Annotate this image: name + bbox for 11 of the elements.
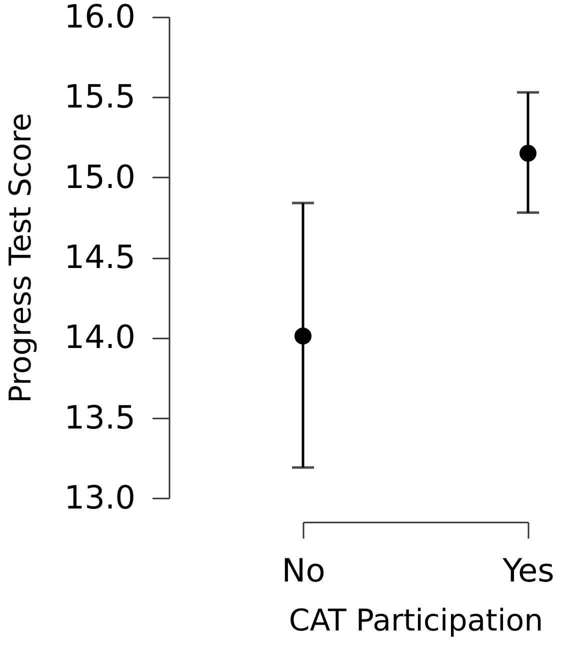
y-tick-label: 13.0 bbox=[64, 478, 136, 516]
y-tick-label: 15.0 bbox=[64, 158, 136, 196]
x-axis-title: CAT Participation bbox=[288, 604, 544, 638]
x-tick-label: No bbox=[282, 552, 326, 590]
x-tick-label: Yes bbox=[502, 552, 554, 590]
y-tick-label: 14.5 bbox=[64, 238, 136, 276]
y-tick-label: 14.0 bbox=[64, 318, 136, 356]
y-tick-label: 13.5 bbox=[64, 398, 136, 436]
y-tick-label: 16.0 bbox=[64, 0, 136, 36]
y-axis-title: Progress Test Score bbox=[3, 112, 38, 404]
y-tick-label: 15.5 bbox=[64, 78, 136, 116]
